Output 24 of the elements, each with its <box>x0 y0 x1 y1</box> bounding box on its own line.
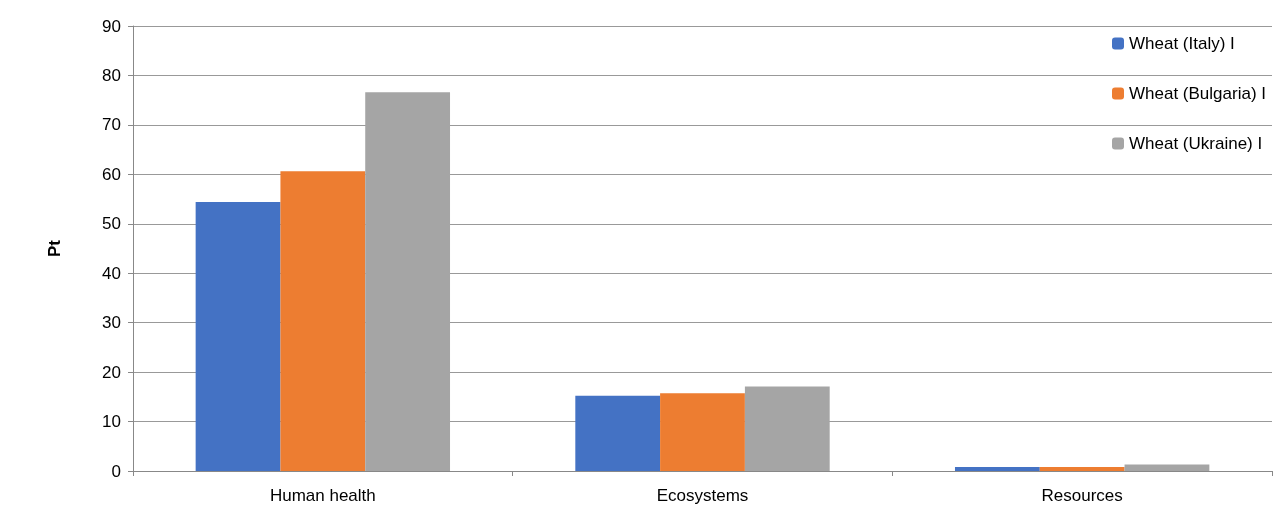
legend-label: Wheat (Bulgaria) I <box>1129 84 1266 103</box>
bar <box>660 393 745 471</box>
y-tick-label: 40 <box>102 263 121 283</box>
y-tick-label: 60 <box>102 164 121 184</box>
legend-label: Wheat (Ukraine) I <box>1129 134 1263 153</box>
y-tick-label: 30 <box>102 313 121 333</box>
y-tick-label: 50 <box>102 214 121 234</box>
y-tick-label: 0 <box>111 461 121 481</box>
y-tick-label: 20 <box>102 362 121 382</box>
y-tick-label: 90 <box>102 16 121 36</box>
legend-label: Wheat (Italy) I <box>1129 34 1235 53</box>
bar <box>1039 467 1125 471</box>
bar <box>195 202 281 471</box>
x-tick-label: Human health <box>269 486 376 505</box>
y-tick-label: 80 <box>102 65 121 85</box>
y-axis-title: Pt <box>45 239 64 257</box>
x-tick-label: Ecosystems <box>656 486 749 505</box>
y-tick-label: 70 <box>102 115 121 135</box>
bar <box>280 171 366 471</box>
y-tick-label: 10 <box>102 412 121 432</box>
bar <box>575 395 661 471</box>
bar <box>954 467 1040 471</box>
x-tick-label: Resources <box>1041 486 1123 505</box>
bar <box>1124 464 1210 471</box>
